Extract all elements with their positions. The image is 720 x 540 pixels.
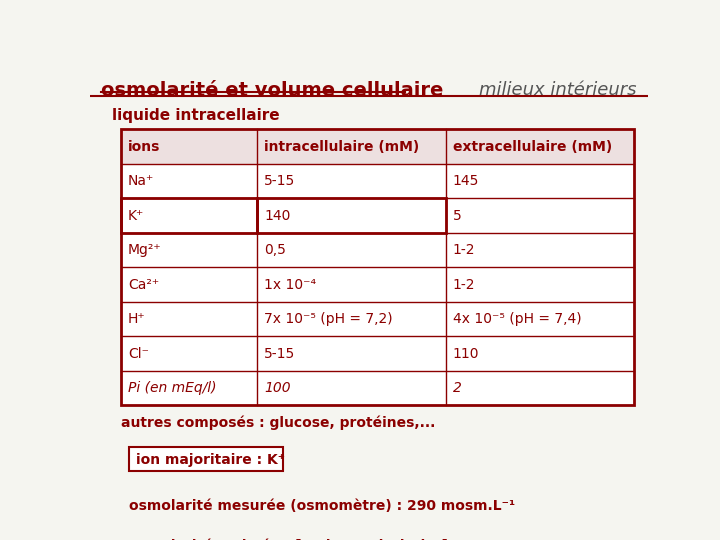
Text: Ca²⁺: Ca²⁺ (128, 278, 159, 292)
Text: 1-2: 1-2 (453, 243, 475, 257)
Text: Pi (en mEq/l): Pi (en mEq/l) (128, 381, 217, 395)
Text: 145: 145 (453, 174, 480, 188)
Bar (121, 198, 257, 233)
Text: liquide intracellaire: liquide intracellaire (112, 109, 280, 124)
Bar (121, 233, 634, 267)
Text: milieux intérieurs: milieux intérieurs (480, 82, 637, 99)
Text: 7x 10⁻⁵ (pH = 7,2): 7x 10⁻⁵ (pH = 7,2) (264, 312, 392, 326)
Bar (257, 198, 446, 233)
Text: 0,5: 0,5 (264, 243, 286, 257)
Text: 140: 140 (264, 208, 290, 222)
Text: Mg²⁺: Mg²⁺ (128, 243, 161, 257)
Text: ions: ions (128, 139, 161, 153)
Bar (121, 198, 634, 233)
Text: 100: 100 (264, 381, 291, 395)
Bar (121, 371, 634, 406)
Text: 5: 5 (453, 208, 462, 222)
Text: 1x 10⁻⁴: 1x 10⁻⁴ (264, 278, 316, 292)
Text: H⁺: H⁺ (128, 312, 145, 326)
Text: 110: 110 (453, 347, 480, 361)
Text: 5-15: 5-15 (264, 174, 295, 188)
Text: 4x 10⁻⁵ (pH = 7,4): 4x 10⁻⁵ (pH = 7,4) (453, 312, 582, 326)
Bar (121, 267, 634, 302)
Text: osmolarité mesurée (osmomètre) : 290 mosm.L⁻¹: osmolarité mesurée (osmomètre) : 290 mos… (129, 499, 516, 513)
Text: K⁺: K⁺ (128, 208, 144, 222)
Text: Na⁺: Na⁺ (128, 174, 154, 188)
Text: intracellulaire (mM): intracellulaire (mM) (264, 139, 419, 153)
Text: extracellulaire (mM): extracellulaire (mM) (453, 139, 612, 153)
Bar (121, 164, 634, 198)
Bar (121, 336, 634, 371)
Bar (121, 129, 634, 164)
Text: osmolarité estimée : [cation majoritaire] x 2 : 280 mosm.L-1: osmolarité estimée : [cation majoritaire… (129, 538, 602, 540)
Text: osmolarité et volume cellulaire: osmolarité et volume cellulaire (101, 82, 444, 100)
Text: 1-2: 1-2 (453, 278, 475, 292)
Text: Cl⁻: Cl⁻ (128, 347, 149, 361)
Bar (121, 302, 634, 336)
Text: 2: 2 (453, 381, 462, 395)
Text: autres composés : glucose, protéines,...: autres composés : glucose, protéines,... (121, 416, 435, 430)
Text: 5-15: 5-15 (264, 347, 295, 361)
Text: ion majoritaire : K⁺: ion majoritaire : K⁺ (136, 453, 285, 467)
Bar (129, 447, 282, 471)
